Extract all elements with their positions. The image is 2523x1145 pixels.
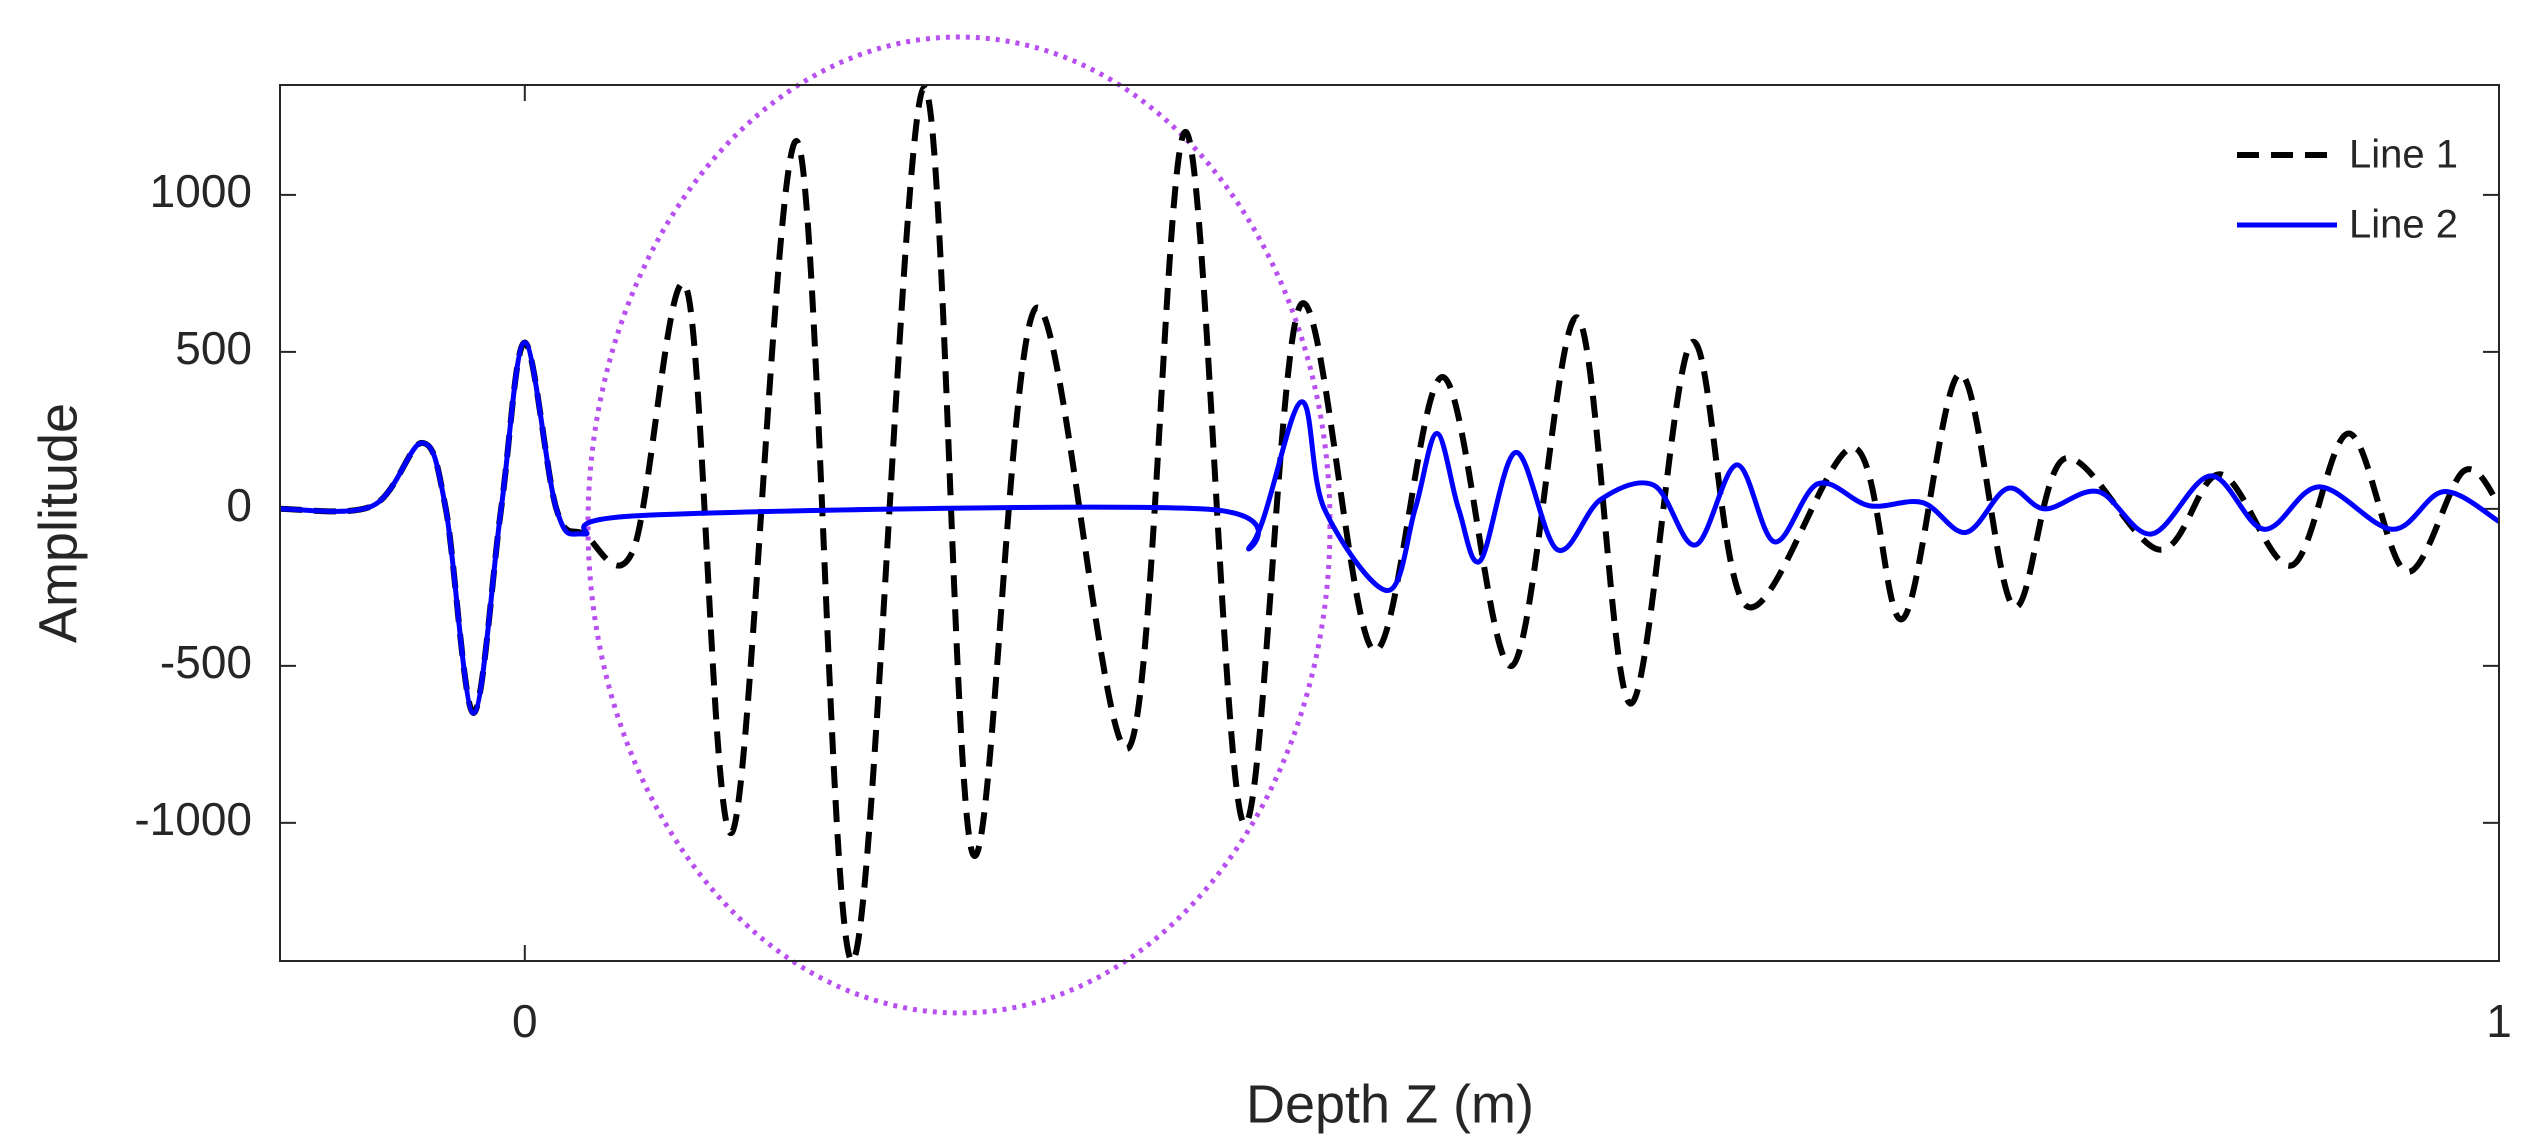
y-tick-label: 1000: [150, 165, 252, 217]
y-tick-label: 0: [226, 479, 252, 531]
x-tick-label: 1: [2486, 995, 2512, 1047]
series-line: [280, 85, 2499, 961]
plot-frame: [279, 84, 2500, 962]
legend-label: Line 2: [2349, 203, 2458, 247]
highlight-ellipse: [585, 34, 1333, 1016]
x-tick-label: 0: [512, 995, 538, 1047]
x-axis-label: Depth Z (m): [1246, 1074, 1534, 1134]
legend-label: Line 1: [2349, 133, 2458, 177]
y-tick-label: -1000: [134, 793, 252, 845]
y-axis-label: Amplitude: [28, 403, 88, 643]
y-tick-label: 500: [175, 322, 252, 374]
y-tick-label: -500: [160, 636, 252, 688]
series-line: [280, 339, 2499, 716]
